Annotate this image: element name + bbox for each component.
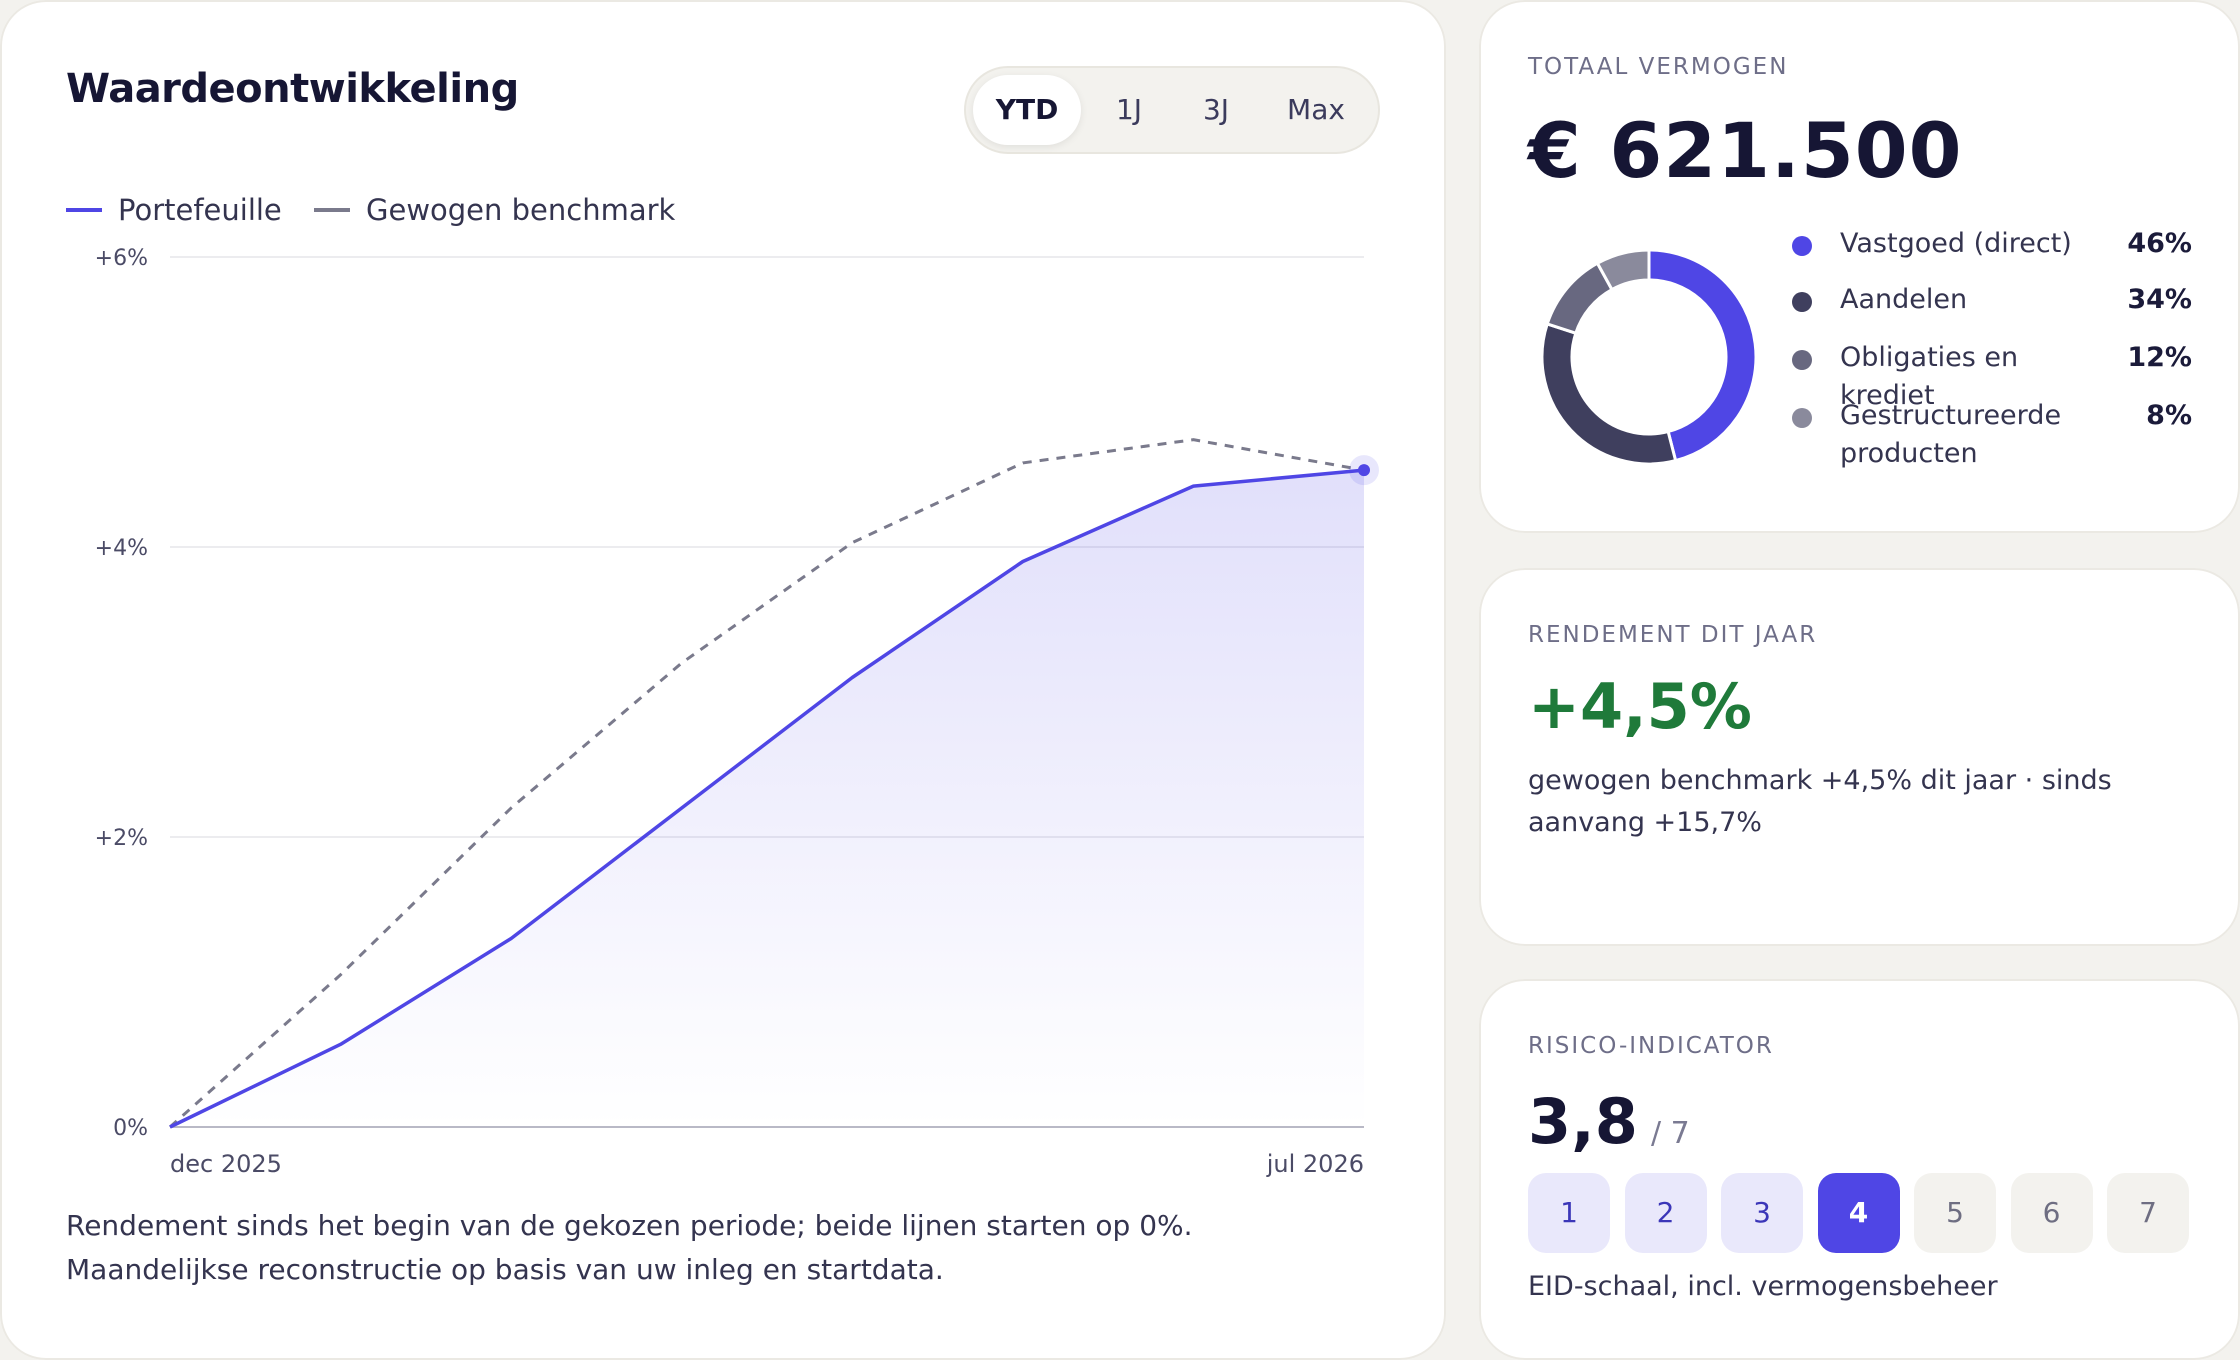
allocation-label: Gestructureerde producten (1840, 400, 2062, 469)
return-card: RENDEMENT DIT JAAR +4,5% gewogen benchma… (1479, 568, 2240, 946)
legend-swatch-dashed (314, 208, 350, 212)
allocation-pct: 12% (2127, 342, 2192, 373)
risk-caption: EID-schaal, incl. vermogensbeheer (1528, 1271, 1998, 1302)
risk-score: 3,8 / 7 (1528, 1085, 1690, 1158)
allocation-dot (1792, 408, 1812, 428)
risk-level-box: 5 (1914, 1173, 1996, 1253)
risk-level-box: 2 (1624, 1173, 1707, 1253)
period-selector: YTD 1J 3J Max (964, 66, 1380, 154)
allocation-label: Obligaties en krediet (1840, 342, 2019, 411)
return-label: RENDEMENT DIT JAAR (1528, 622, 1818, 648)
donut-slice[interactable] (1595, 248, 1651, 292)
y-tick-label: +6% (95, 246, 148, 271)
legend-label: Portefeuille (118, 193, 282, 227)
allocation-donut (1540, 248, 1758, 466)
total-wealth-card: TOTAAL VERMOGEN € 621.500 Vastgoed (dire… (1479, 0, 2240, 533)
allocation-pct: 46% (2127, 228, 2192, 259)
risk-scale: / 7 (1650, 1116, 1690, 1151)
endpoint-marker[interactable] (1358, 464, 1370, 477)
legend-benchmark: Gewogen benchmark (314, 190, 675, 230)
tab-ytd[interactable]: YTD (973, 75, 1081, 145)
y-tick-label: +2% (95, 826, 148, 851)
chart-footnote: Rendement sinds het begin van de gekozen… (66, 1209, 1193, 1286)
allocation-label: Vastgoed (direct) (1840, 228, 2072, 259)
risk-level-box: 4 (1817, 1173, 1900, 1253)
legend-swatch-solid (66, 208, 102, 212)
performance-chart: 0% +2% +4% +6% dec 2025 jul 2026 (95, 246, 1379, 1178)
risk-level-box: 3 (1721, 1173, 1803, 1253)
risk-level-box: 1 (1528, 1173, 1610, 1253)
allocation-pct: 8% (2146, 400, 2192, 431)
chart-title: Waardeontwikkeling (66, 66, 519, 112)
donut-slice[interactable] (1540, 322, 1678, 466)
total-label: TOTAAL VERMOGEN (1528, 54, 1789, 80)
allocation-dot (1792, 292, 1812, 312)
allocation-label: Aandelen (1840, 284, 1968, 315)
allocation-dot (1792, 236, 1812, 256)
risk-value: 3,8 (1528, 1085, 1638, 1158)
y-tick-label: +4% (95, 536, 148, 561)
legend-portfolio: Portefeuille (66, 190, 282, 230)
legend-label: Gewogen benchmark (366, 193, 676, 227)
tab-3j[interactable]: 3J (1202, 93, 1230, 126)
x-tick-label: jul 2026 (1266, 1150, 1364, 1178)
total-value: € 621.500 (1528, 106, 1963, 195)
benchmark-line (169, 438, 1365, 1129)
tab-max[interactable]: Max (1287, 93, 1345, 126)
allocation-dot (1792, 350, 1812, 370)
risk-label: RISICO-INDICATOR (1528, 1033, 1774, 1059)
return-value: +4,5% (1528, 670, 1752, 743)
x-tick-label: dec 2025 (170, 1150, 282, 1178)
donut-slice[interactable] (1647, 248, 1758, 463)
allocation-pct: 34% (2127, 284, 2192, 315)
risk-level-box: 6 (2010, 1173, 2093, 1253)
value-development-card: Waardeontwikkeling YTD 1J 3J Max Portefe… (0, 0, 1446, 1360)
tab-1j[interactable]: 1J (1115, 93, 1143, 126)
portfolio-line (169, 468, 1365, 1129)
y-tick-label: 0% (113, 1116, 148, 1141)
portfolio-area (170, 470, 1364, 1127)
return-subtitle: gewogen benchmark +4,5% dit jaar · sinds… (1528, 765, 2112, 838)
risk-level-box: 7 (2107, 1173, 2189, 1253)
